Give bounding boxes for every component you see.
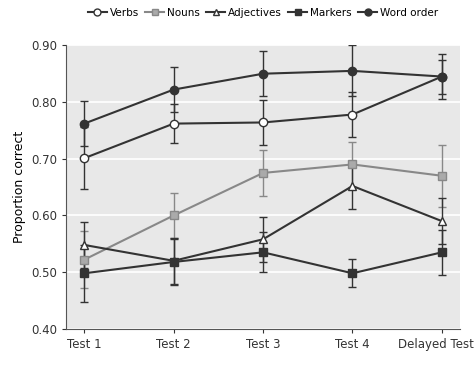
Y-axis label: Proportion correct: Proportion correct [13, 131, 26, 243]
Legend: Verbs, Nouns, Adjectives, Markers, Word order: Verbs, Nouns, Adjectives, Markers, Word … [88, 8, 438, 18]
